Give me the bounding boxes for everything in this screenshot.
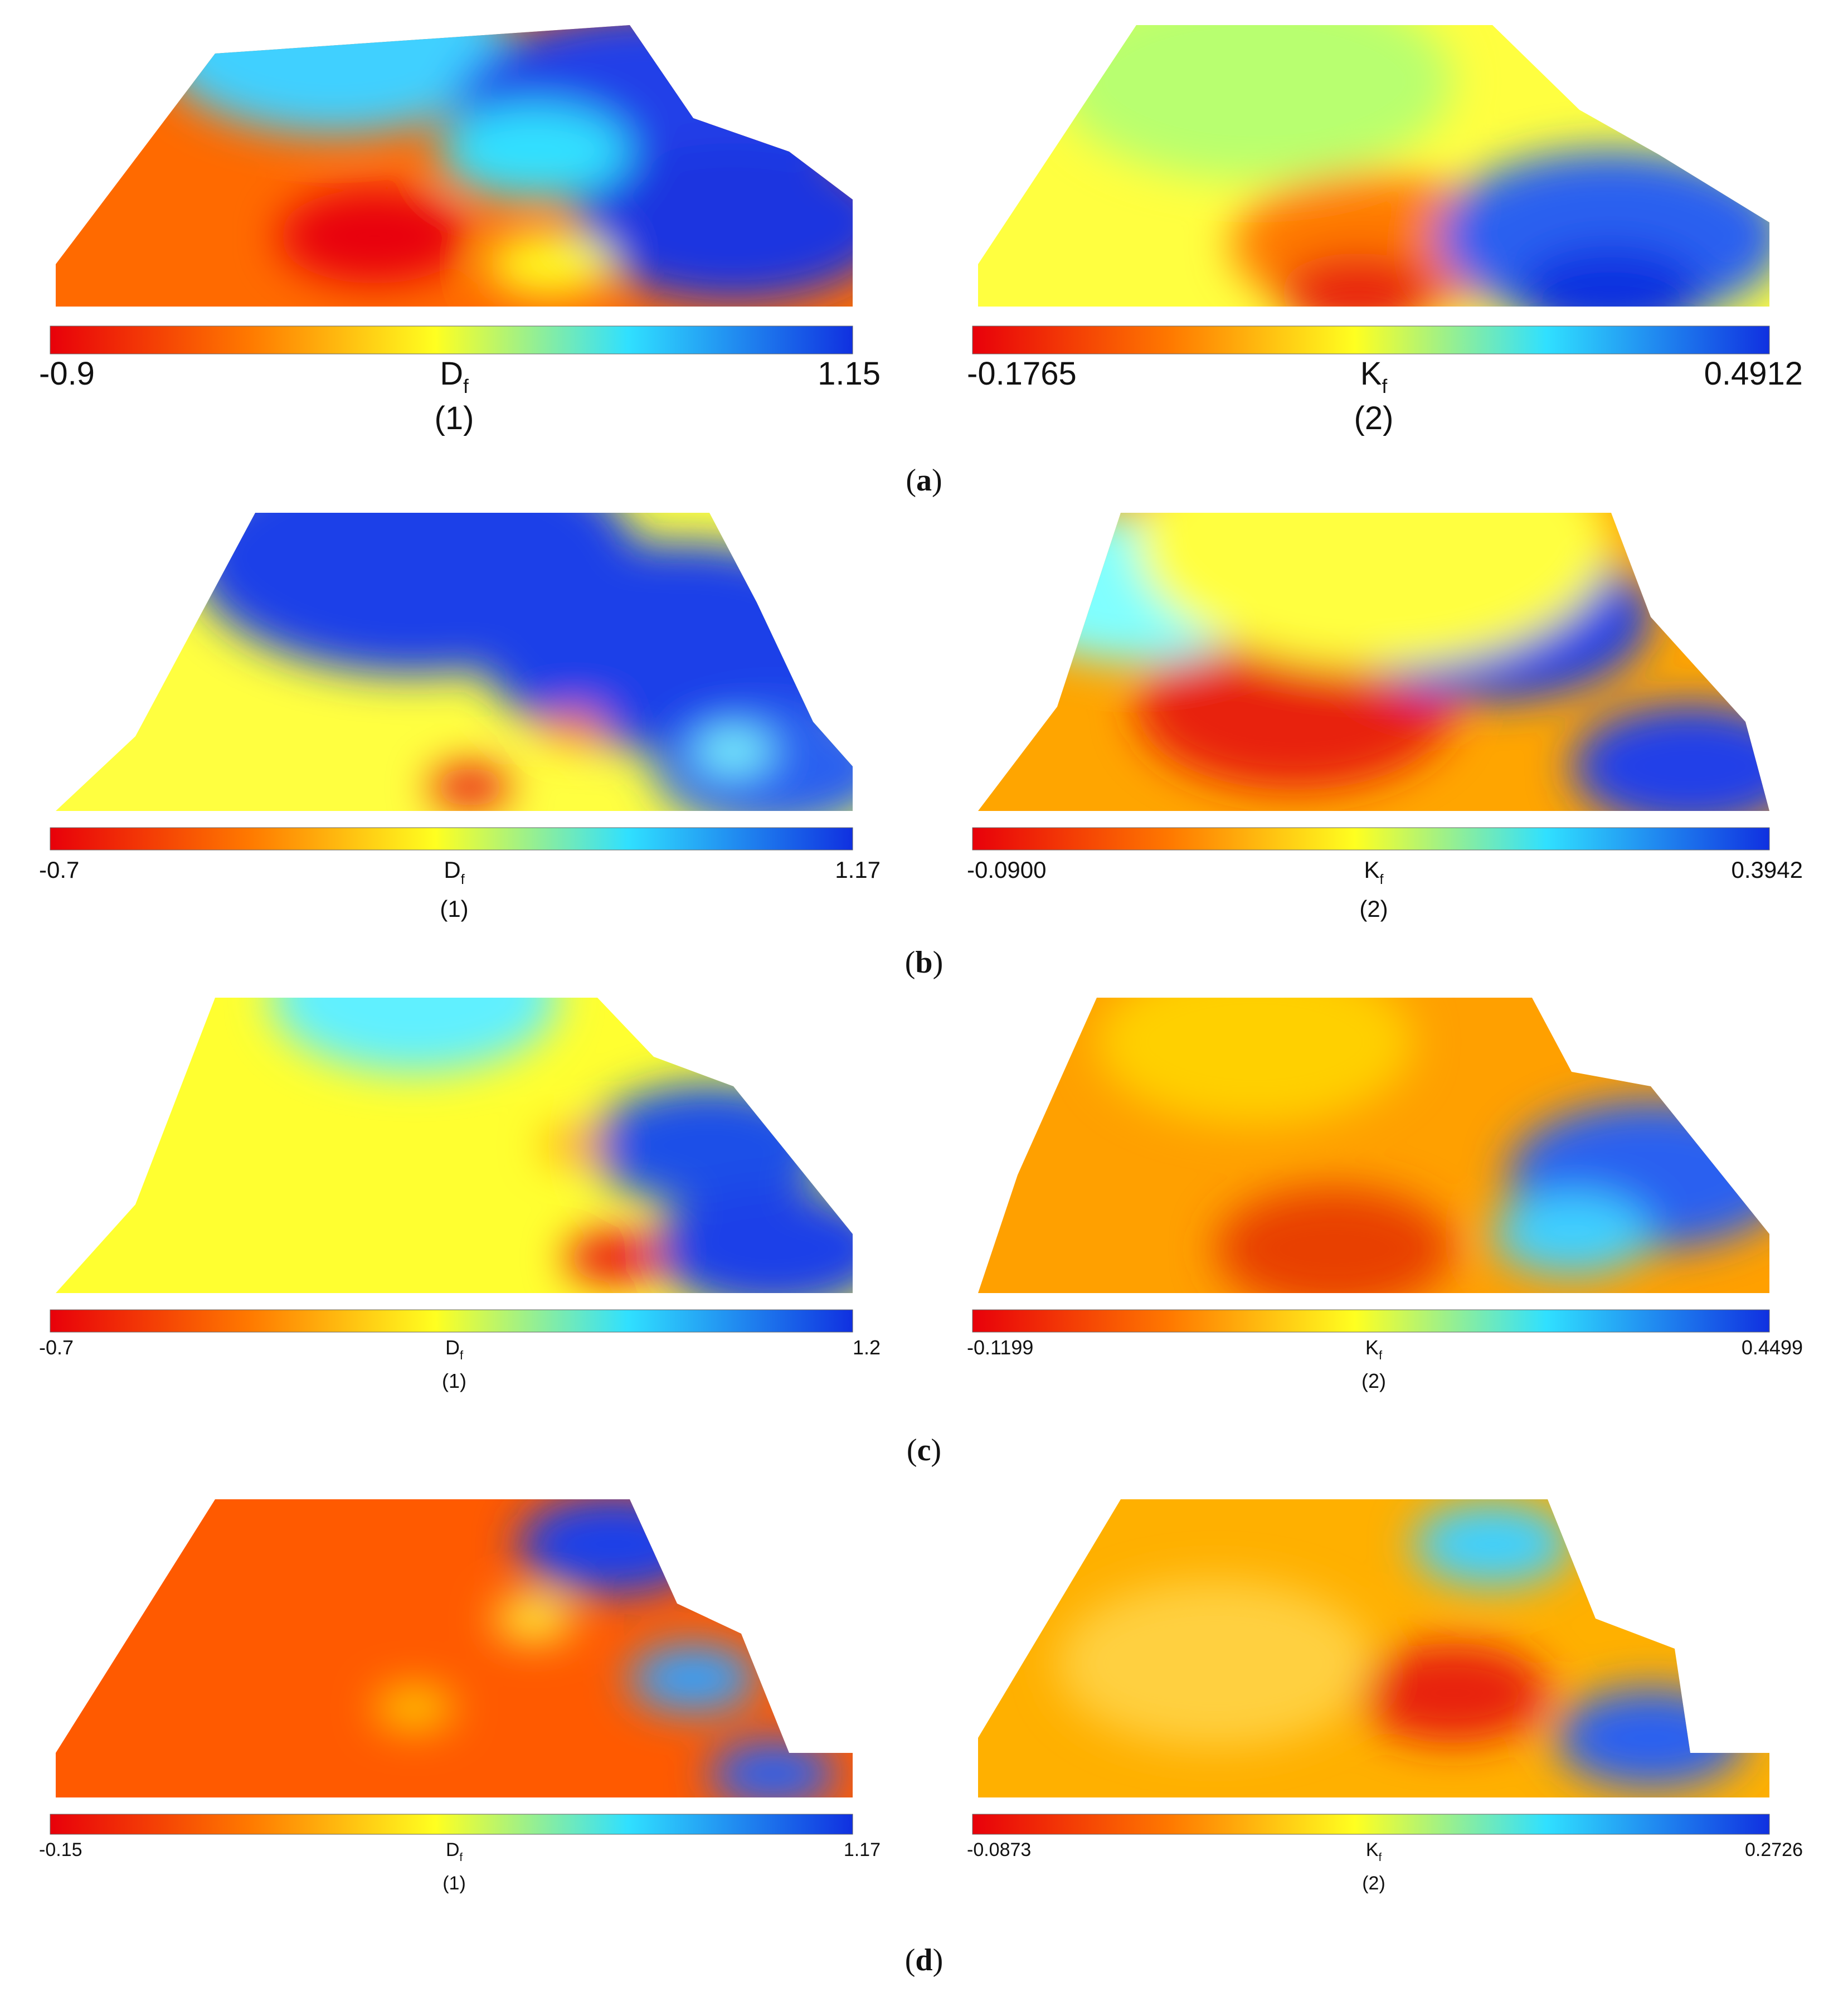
variable-label: Kf [1364, 857, 1384, 887]
field-blob [1555, 1688, 1746, 1788]
panel-b-1: -0.7 1.17 Df (1) [39, 513, 881, 922]
figure-row-b: -0.7 1.17 Df (1) -0.0900 0.3942 Kf (2) (b) [39, 513, 1803, 980]
field-map [56, 1499, 853, 1797]
colorbar-max-label: 1.2 [853, 1336, 881, 1359]
field-blob [1057, 25, 1453, 180]
field-blob [1413, 1502, 1572, 1586]
field-map [978, 1499, 1769, 1797]
colorbar [972, 325, 1770, 354]
colorbar-min-label: -0.7 [39, 1336, 74, 1359]
colorbar-min-label: -0.9 [39, 356, 95, 392]
colorbar [50, 1309, 853, 1333]
colorbar-max-label: 1.17 [844, 1839, 881, 1860]
panel-label: (1) [435, 400, 474, 436]
field-map [56, 513, 853, 811]
field-blob [653, 703, 853, 811]
figure-row-a: -0.9 1.15 Df(1) -0.1765 0.4912 Kf(2) (a) [39, 25, 1803, 498]
colorbar-min-label: -0.15 [39, 1839, 82, 1860]
field-map [56, 998, 853, 1293]
field-blob [279, 188, 470, 284]
field-blob [375, 1687, 454, 1729]
colorbar [50, 827, 853, 851]
panel-a-2: -0.1765 0.4912 Kf(2) [967, 25, 1803, 436]
field-map [978, 25, 1769, 307]
panel-label: (2) [1354, 400, 1394, 436]
panel-d-1: -0.15 1.17 Df (1) [39, 1499, 881, 1894]
variable-label: Kf [1360, 356, 1388, 397]
panel-label: (2) [1359, 896, 1388, 922]
field-blob [629, 1645, 757, 1712]
row-label: (b) [905, 945, 943, 980]
row-label: (c) [907, 1433, 941, 1468]
colorbar-max-label: 0.3942 [1732, 857, 1803, 883]
colorbar-min-label: -0.0900 [967, 857, 1046, 883]
colorbar-max-label: 1.15 [818, 356, 881, 392]
field-blob [1516, 245, 1706, 307]
field-blob [573, 143, 853, 301]
field-blob [1358, 1643, 1548, 1743]
field-blob [709, 1740, 837, 1797]
figure-row-c: -0.7 1.2 Df (1) -0.1199 0.4499 Kf (2) (c) [39, 998, 1803, 1468]
variable-label: Df [444, 857, 464, 887]
field-blob [1057, 1580, 1374, 1747]
field-blob [494, 1597, 574, 1640]
field-blob [1097, 998, 1413, 1125]
field-blob [1572, 703, 1769, 811]
colorbar [50, 1814, 853, 1835]
field-blob [542, 711, 606, 745]
panel-label: (2) [1361, 1369, 1386, 1392]
field-blob [438, 104, 630, 200]
field-blob [693, 730, 773, 772]
field-blob [430, 766, 510, 808]
field-blob [1492, 1192, 1651, 1276]
variable-label: Kf [1365, 1336, 1383, 1362]
variable-label: Df [445, 1336, 464, 1362]
variable-label: Df [440, 356, 469, 397]
field-blob [518, 1499, 709, 1595]
colorbar-min-label: -0.7 [39, 857, 79, 883]
panel-label: (1) [440, 896, 468, 922]
panel-b-2: -0.0900 0.3942 Kf (2) [967, 513, 1803, 922]
field-blob [271, 998, 558, 1072]
field-blob [1215, 1187, 1453, 1293]
colorbar [972, 1309, 1770, 1333]
field-blob [478, 542, 853, 751]
field-map [56, 25, 853, 307]
colorbar-max-label: 1.17 [835, 857, 881, 883]
field-blob [486, 232, 614, 296]
field-blob [1136, 513, 1611, 668]
field-blob [159, 25, 510, 134]
colorbar [972, 827, 1770, 851]
colorbar-min-label: -0.1765 [967, 356, 1077, 392]
panel-c-2: -0.1199 0.4499 Kf (2) [967, 998, 1803, 1392]
colorbar-max-label: 0.4912 [1704, 356, 1803, 392]
colorbar-max-label: 0.4499 [1742, 1336, 1803, 1359]
panel-a-1: -0.9 1.15 Df(1) [39, 25, 881, 436]
field-map [978, 998, 1769, 1293]
colorbar-min-label: -0.1199 [967, 1336, 1033, 1359]
panel-label: (2) [1362, 1873, 1385, 1894]
colorbar [972, 1814, 1770, 1835]
field-blob [542, 1129, 606, 1162]
colorbar [50, 325, 853, 354]
panel-d-2: -0.0873 0.2726 Kf (2) [967, 1499, 1803, 1894]
variable-label: Df [446, 1839, 463, 1864]
row-label: (a) [906, 463, 942, 498]
figure-row-d: -0.15 1.17 Df (1) -0.0873 0.2726 Kf (2) (d) [39, 1499, 1803, 1978]
panel-label: (1) [442, 1873, 466, 1894]
panel-label: (1) [442, 1369, 466, 1392]
field-map [978, 513, 1769, 811]
colorbar-min-label: -0.0873 [967, 1839, 1031, 1860]
variable-label: Kf [1366, 1839, 1382, 1864]
panel-c-1: -0.7 1.2 Df (1) [39, 998, 881, 1392]
field-blob [1278, 253, 1437, 307]
field-blob [653, 1187, 853, 1293]
colorbar-max-label: 0.2726 [1745, 1839, 1803, 1860]
row-label: (d) [905, 1943, 943, 1978]
field-blob [566, 1232, 662, 1282]
